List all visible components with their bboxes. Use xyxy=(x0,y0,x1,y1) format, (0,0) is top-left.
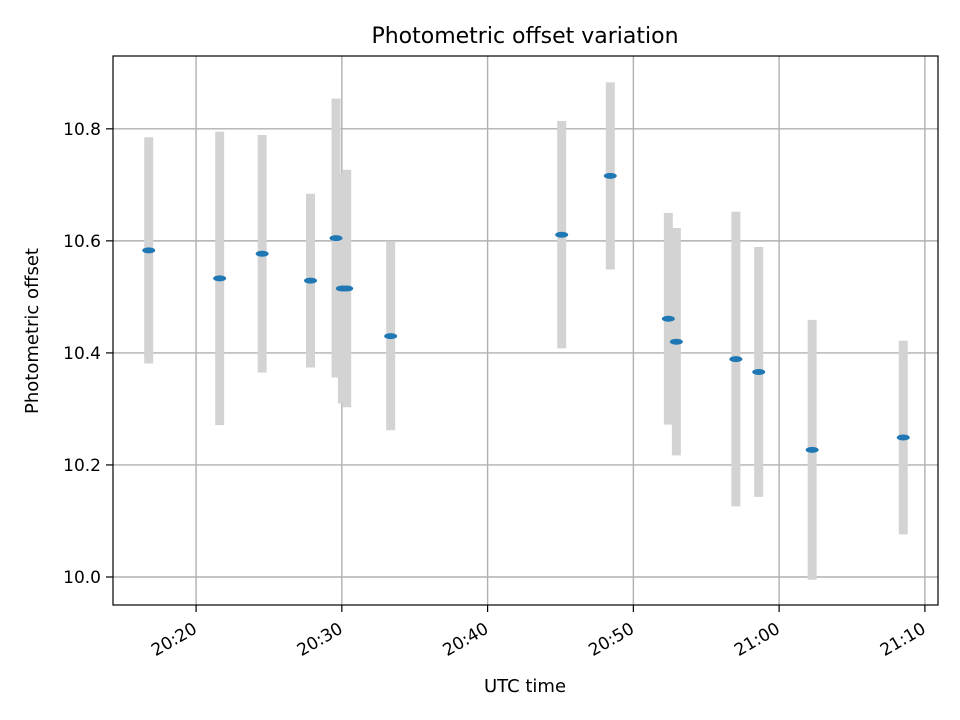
y-tick-label: 10.4 xyxy=(63,344,101,364)
y-tick-label: 10.2 xyxy=(63,456,101,476)
data-point xyxy=(142,247,156,254)
data-point xyxy=(661,315,675,322)
data-point xyxy=(669,338,683,345)
data-point xyxy=(805,446,819,453)
data-point xyxy=(340,285,354,292)
data-point xyxy=(255,250,269,257)
data-point xyxy=(329,235,343,242)
chart-title: Photometric offset variation xyxy=(371,24,678,49)
y-tick-label: 10.8 xyxy=(63,120,101,140)
x-axis-label: UTC time xyxy=(484,676,566,697)
data-point xyxy=(555,231,569,238)
plot-frame xyxy=(112,55,939,606)
data-point xyxy=(603,172,617,179)
data-point xyxy=(213,275,227,282)
y-tick-label: 10.6 xyxy=(63,232,101,252)
data-point xyxy=(304,277,318,284)
data-point xyxy=(752,368,766,375)
y-axis-label: Photometric offset xyxy=(22,248,43,414)
y-tick-label: 10.0 xyxy=(63,568,101,588)
data-points xyxy=(142,172,910,453)
data-point xyxy=(896,434,910,441)
data-point xyxy=(384,333,398,340)
data-point xyxy=(729,356,743,363)
